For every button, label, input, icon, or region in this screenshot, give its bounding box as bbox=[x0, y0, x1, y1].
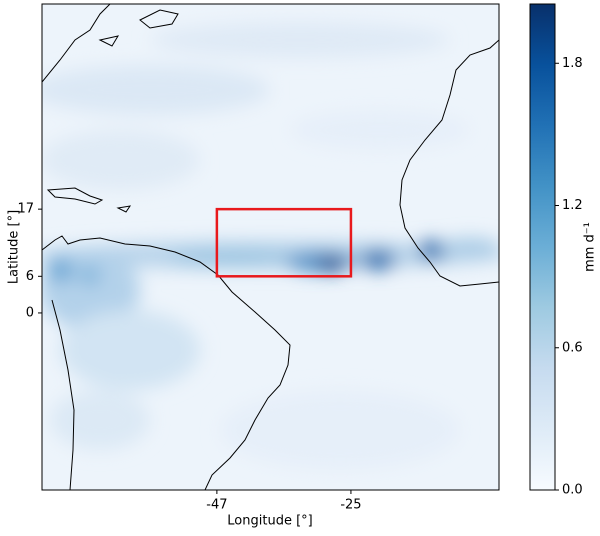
region-box bbox=[215, 207, 353, 278]
y-tick-label: 6 bbox=[26, 269, 34, 284]
x-tick-label: -25 bbox=[340, 498, 361, 513]
coastline bbox=[98, 9, 179, 47]
coastline bbox=[42, 235, 291, 490]
colorbar-label: mm d⁻¹ bbox=[583, 222, 598, 272]
precipitation-field bbox=[42, 4, 499, 490]
map-frame bbox=[41, 3, 500, 491]
y-tick-label: 0 bbox=[26, 305, 34, 320]
colorbar bbox=[529, 3, 556, 491]
y-tick-label: 17 bbox=[17, 202, 34, 217]
colorbar-tick-label: 0.0 bbox=[562, 483, 583, 498]
x-tick-label: -47 bbox=[206, 498, 227, 513]
coastline bbox=[51, 299, 75, 490]
coastline bbox=[399, 39, 499, 287]
colorbar-tick-label: 1.8 bbox=[562, 56, 583, 71]
colorbar-tick-label: 1.2 bbox=[562, 198, 583, 213]
x-axis-label: Longitude [°] bbox=[227, 514, 312, 529]
colorbar-tick-label: 0.6 bbox=[562, 340, 583, 355]
coastline bbox=[46, 187, 132, 213]
coastline bbox=[42, 4, 111, 83]
y-axis-label: Latitude [°] bbox=[7, 210, 22, 284]
